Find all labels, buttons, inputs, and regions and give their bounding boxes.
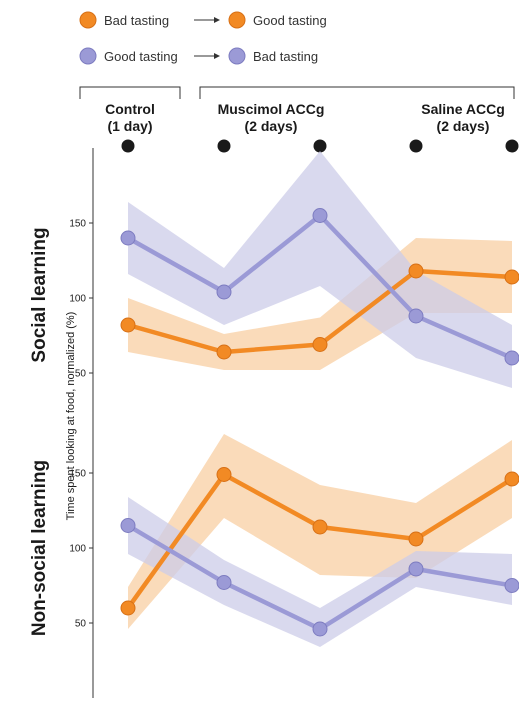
row-label-social: Social learning <box>29 227 50 362</box>
nonsocial-point-purple-5 <box>504 578 519 593</box>
nonsocial-point-purple-3 <box>312 621 328 637</box>
condition-muscimol-line1: Muscimol ACCg <box>218 101 325 117</box>
nonsocial-point-orange-2 <box>216 467 232 482</box>
bracket-control <box>79 86 181 99</box>
row-label-nonsocial: Non-social learning <box>29 460 50 636</box>
social-point-orange-1 <box>120 317 136 333</box>
condition-control-line2: (1 day) <box>107 118 152 134</box>
social-point-orange-4 <box>408 263 424 279</box>
session-dot-1 <box>121 139 135 153</box>
y-axis-label: Time spent looking at food, normalized (… <box>65 312 77 521</box>
social-point-orange-5 <box>504 269 519 285</box>
nonsocial-point-orange-5 <box>504 471 519 487</box>
condition-muscimol-line2: (2 days) <box>245 118 298 134</box>
social-point-purple-5 <box>504 350 519 366</box>
condition-brackets <box>79 86 515 99</box>
social-ytick-label-100: 100 <box>69 294 86 305</box>
nonsocial-point-orange-4 <box>408 531 424 547</box>
session-dot-3 <box>313 139 327 153</box>
social-band-purple <box>128 151 512 388</box>
session-dot-2 <box>217 139 231 153</box>
legend-marker-to-1 <box>228 11 246 29</box>
legend-from-2: Good tasting <box>104 49 178 64</box>
social-point-purple-2 <box>216 284 232 300</box>
nonsocial-point-orange-1 <box>120 600 136 616</box>
panel-nonsocial: 50 100 150 <box>69 434 519 647</box>
bracket-accg <box>199 86 515 99</box>
session-dot-4 <box>409 139 423 153</box>
social-point-orange-2 <box>216 344 232 360</box>
social-point-purple-4 <box>408 308 424 324</box>
social-ytick-label-50: 50 <box>75 369 87 380</box>
session-dot-5 <box>505 139 519 153</box>
nonsocial-ytick-label-100: 100 <box>69 544 86 555</box>
legend-arrowhead-2 <box>214 53 220 59</box>
legend-entry-1: Bad tasting Good tasting <box>79 11 327 29</box>
social-point-purple-3 <box>312 208 328 223</box>
social-ytick-label-150: 150 <box>69 219 86 230</box>
legend: Bad tasting Good tasting Good tasting Ba… <box>79 11 327 65</box>
legend-from-1: Bad tasting <box>104 13 169 28</box>
condition-labels: Control (1 day) Muscimol ACCg (2 days) S… <box>105 101 505 134</box>
social-point-orange-3 <box>312 337 328 352</box>
nonsocial-point-purple-1 <box>120 518 136 533</box>
legend-marker-to-2 <box>228 47 246 65</box>
legend-marker-from-2 <box>79 47 97 65</box>
legend-arrowhead-1 <box>214 17 220 23</box>
legend-marker-from-1 <box>79 11 97 29</box>
nonsocial-point-purple-4 <box>408 561 424 577</box>
panel-social: 50 100 150 <box>69 151 519 388</box>
legend-to-1: Good tasting <box>253 13 327 28</box>
condition-control-line1: Control <box>105 101 155 117</box>
session-dots <box>121 139 519 153</box>
nonsocial-ytick-label-150: 150 <box>69 469 86 480</box>
social-point-purple-1 <box>120 230 136 246</box>
condition-saline-line2: (2 days) <box>437 118 490 134</box>
nonsocial-point-purple-2 <box>216 575 232 590</box>
condition-saline-line1: Saline ACCg <box>421 101 505 117</box>
legend-to-2: Bad tasting <box>253 49 318 64</box>
legend-entry-2: Good tasting Bad tasting <box>79 47 318 65</box>
nonsocial-ytick-label-50: 50 <box>75 619 87 630</box>
nonsocial-point-orange-3 <box>312 519 328 535</box>
